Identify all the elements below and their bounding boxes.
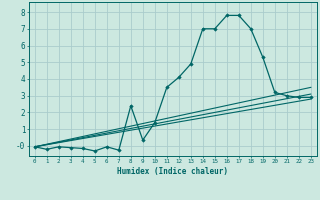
X-axis label: Humidex (Indice chaleur): Humidex (Indice chaleur): [117, 167, 228, 176]
